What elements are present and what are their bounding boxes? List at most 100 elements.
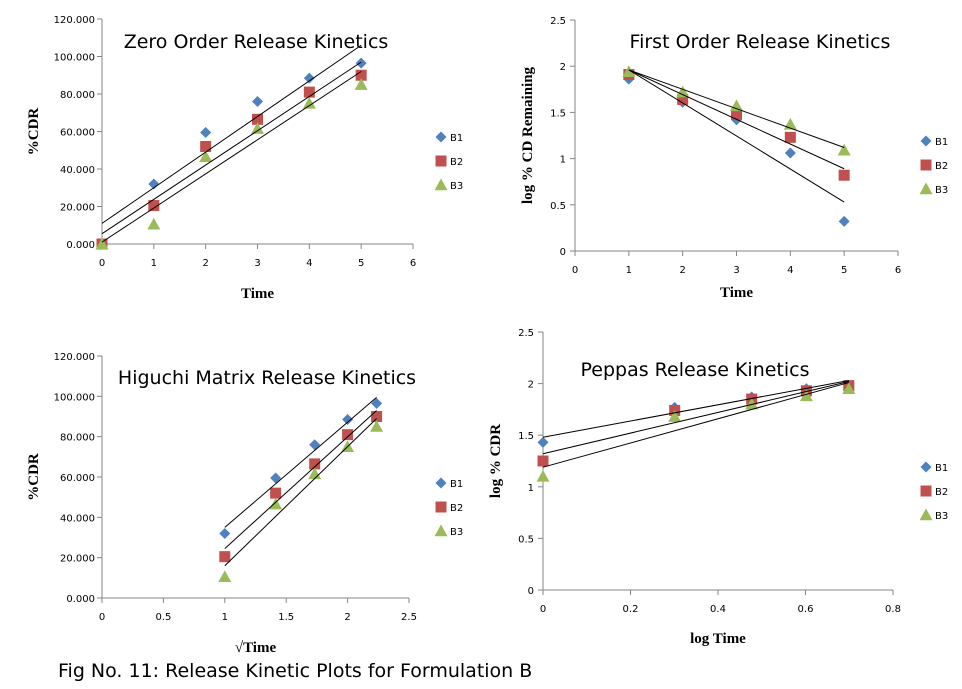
trendline-B2 bbox=[101, 61, 362, 235]
data-point-B1 bbox=[200, 126, 212, 138]
data-point-B3 bbox=[668, 410, 682, 422]
y-tick-label: 1 bbox=[528, 483, 534, 494]
trendline-B1 bbox=[542, 380, 849, 438]
x-tick-label: 3 bbox=[254, 258, 260, 269]
data-point-B2 bbox=[270, 487, 282, 499]
data-point-B3 bbox=[842, 382, 856, 394]
y-tick-label: 1 bbox=[560, 155, 566, 166]
y-tick-label: 2.5 bbox=[550, 16, 566, 27]
x-tick-label: 0 bbox=[572, 265, 578, 276]
data-point-B3 bbox=[799, 389, 813, 402]
legend-label-B3: B3 bbox=[935, 185, 948, 196]
y-tick-label: 80.000 bbox=[60, 433, 95, 444]
trendline-B1 bbox=[224, 396, 377, 528]
data-point-B1 bbox=[148, 178, 160, 190]
data-point-B3 bbox=[354, 78, 368, 90]
y-tick-label: 60.000 bbox=[60, 128, 95, 139]
data-point-B2 bbox=[148, 200, 160, 212]
data-point-B2 bbox=[784, 131, 796, 143]
x-tick-label: 1 bbox=[222, 612, 228, 623]
legend: B1 B2 B3 bbox=[434, 131, 463, 192]
trendline-B2 bbox=[542, 381, 849, 455]
x-tick-label: 2 bbox=[202, 258, 208, 269]
y-tick-label: 60.000 bbox=[60, 473, 95, 484]
x-axis-title: Time bbox=[241, 286, 274, 302]
trendline-B3 bbox=[542, 382, 849, 468]
data-point-B1 bbox=[355, 57, 367, 69]
data-point-B3 bbox=[308, 467, 322, 480]
x-tick-label: 2.5 bbox=[401, 612, 417, 623]
y-tick-label: 40.000 bbox=[60, 165, 95, 176]
x-axis-title: log Time bbox=[690, 631, 746, 647]
x-tick-label: 0 bbox=[540, 604, 546, 615]
x-tick-label: 3 bbox=[733, 265, 739, 276]
data-point-B3 bbox=[837, 143, 851, 156]
data-point-B2 bbox=[677, 93, 689, 105]
trendline-B2 bbox=[224, 410, 377, 549]
peppas-chart: 0 0.5 1 1.5 2 2.5 0 0.2 0.4 0.6 0.8 log Time log % C… bbox=[488, 328, 948, 647]
y-tick-label: 100.000 bbox=[54, 53, 95, 64]
legend-label-B3: B3 bbox=[450, 181, 463, 192]
y-tick-label: 120.000 bbox=[54, 352, 95, 363]
chart-title: First Order Release Kinetics bbox=[630, 31, 891, 53]
data-point-B3 bbox=[745, 397, 759, 410]
legend-label-B2: B2 bbox=[450, 503, 463, 514]
y-tick-label: 120.000 bbox=[54, 15, 95, 26]
data-point-B2 bbox=[303, 86, 315, 98]
data-point-B2 bbox=[219, 551, 231, 563]
data-point-B2 bbox=[309, 458, 321, 470]
data-point-B1 bbox=[303, 72, 315, 84]
series-B3 bbox=[218, 420, 384, 583]
legend-marker-B3 bbox=[919, 508, 933, 521]
legend-label-B1: B1 bbox=[450, 479, 463, 490]
legend-marker-B1 bbox=[435, 131, 447, 143]
data-point-B1 bbox=[537, 436, 549, 448]
chart-title: Peppas Release Kinetics bbox=[581, 359, 810, 381]
first-chart: 0 0.5 1 1.5 2 2.5 0 1 2 3 4 5 6 Time log % CD Remainin… bbox=[520, 16, 948, 301]
series-B2 bbox=[96, 69, 367, 250]
y-axis-title: %CDR bbox=[26, 108, 42, 156]
y-axis-title: log % CD Remaining bbox=[520, 66, 536, 204]
series-B1 bbox=[96, 57, 367, 250]
data-point-B2 bbox=[731, 108, 742, 120]
x-tick-label: 5 bbox=[358, 258, 364, 269]
y-tick-label: 0.5 bbox=[550, 201, 566, 212]
y-tick-label: 0 bbox=[560, 247, 566, 258]
legend-marker-B3 bbox=[434, 524, 448, 537]
legend: B1 B2 B3 bbox=[919, 135, 948, 196]
data-point-B3 bbox=[730, 99, 743, 112]
x-tick-label: 2 bbox=[679, 265, 685, 276]
data-point-B1 bbox=[252, 96, 263, 107]
data-point-B3 bbox=[251, 122, 264, 134]
legend-label-B3: B3 bbox=[450, 527, 463, 538]
legend-marker-B2 bbox=[920, 159, 932, 171]
data-point-B3 bbox=[536, 469, 550, 482]
legend-label-B2: B2 bbox=[935, 487, 948, 498]
y-tick-label: 2 bbox=[560, 62, 566, 73]
x-tick-label: 5 bbox=[841, 265, 847, 276]
chart-title: Higuchi Matrix Release Kinetics bbox=[118, 367, 416, 389]
y-tick-label: 0.000 bbox=[66, 594, 95, 605]
x-tick-label: 0.5 bbox=[155, 612, 171, 623]
x-tick-label: 6 bbox=[410, 258, 416, 269]
x-tick-label: 0.6 bbox=[798, 604, 814, 615]
x-tick-label: 4 bbox=[787, 265, 793, 276]
y-tick-label: 0.5 bbox=[518, 534, 534, 545]
x-tick-label: 1 bbox=[151, 258, 157, 269]
legend-marker-B3 bbox=[434, 178, 448, 191]
data-point-B1 bbox=[784, 147, 796, 159]
legend-marker-B1 bbox=[920, 461, 932, 473]
x-tick-label: 1 bbox=[626, 265, 632, 276]
y-axis-title: %CDR bbox=[26, 453, 42, 501]
data-point-B3 bbox=[95, 237, 109, 250]
x-tick-label: 2 bbox=[344, 612, 350, 623]
legend-marker-B2 bbox=[435, 155, 447, 167]
y-tick-label: 1.5 bbox=[518, 431, 534, 442]
series-B3 bbox=[622, 65, 851, 156]
higuchi-chart: 0.00020.00040.00060.00080.000100.000120.… bbox=[26, 352, 463, 656]
x-tick-label: 0 bbox=[99, 612, 105, 623]
trendline-B1 bbox=[101, 44, 362, 224]
y-tick-label: 2.5 bbox=[518, 328, 534, 339]
trendline-B3 bbox=[628, 69, 845, 148]
